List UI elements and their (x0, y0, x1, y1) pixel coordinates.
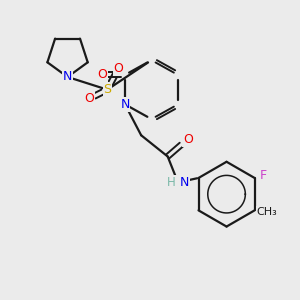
Text: CH₃: CH₃ (256, 207, 277, 217)
Text: S: S (103, 83, 111, 96)
Text: O: O (114, 62, 123, 75)
Text: N: N (180, 176, 189, 189)
Text: O: O (85, 92, 94, 105)
Text: N: N (63, 70, 72, 83)
Text: N: N (120, 98, 130, 111)
Text: F: F (259, 169, 266, 182)
Text: H: H (167, 176, 176, 189)
Text: O: O (97, 68, 107, 81)
Text: O: O (183, 133, 193, 146)
